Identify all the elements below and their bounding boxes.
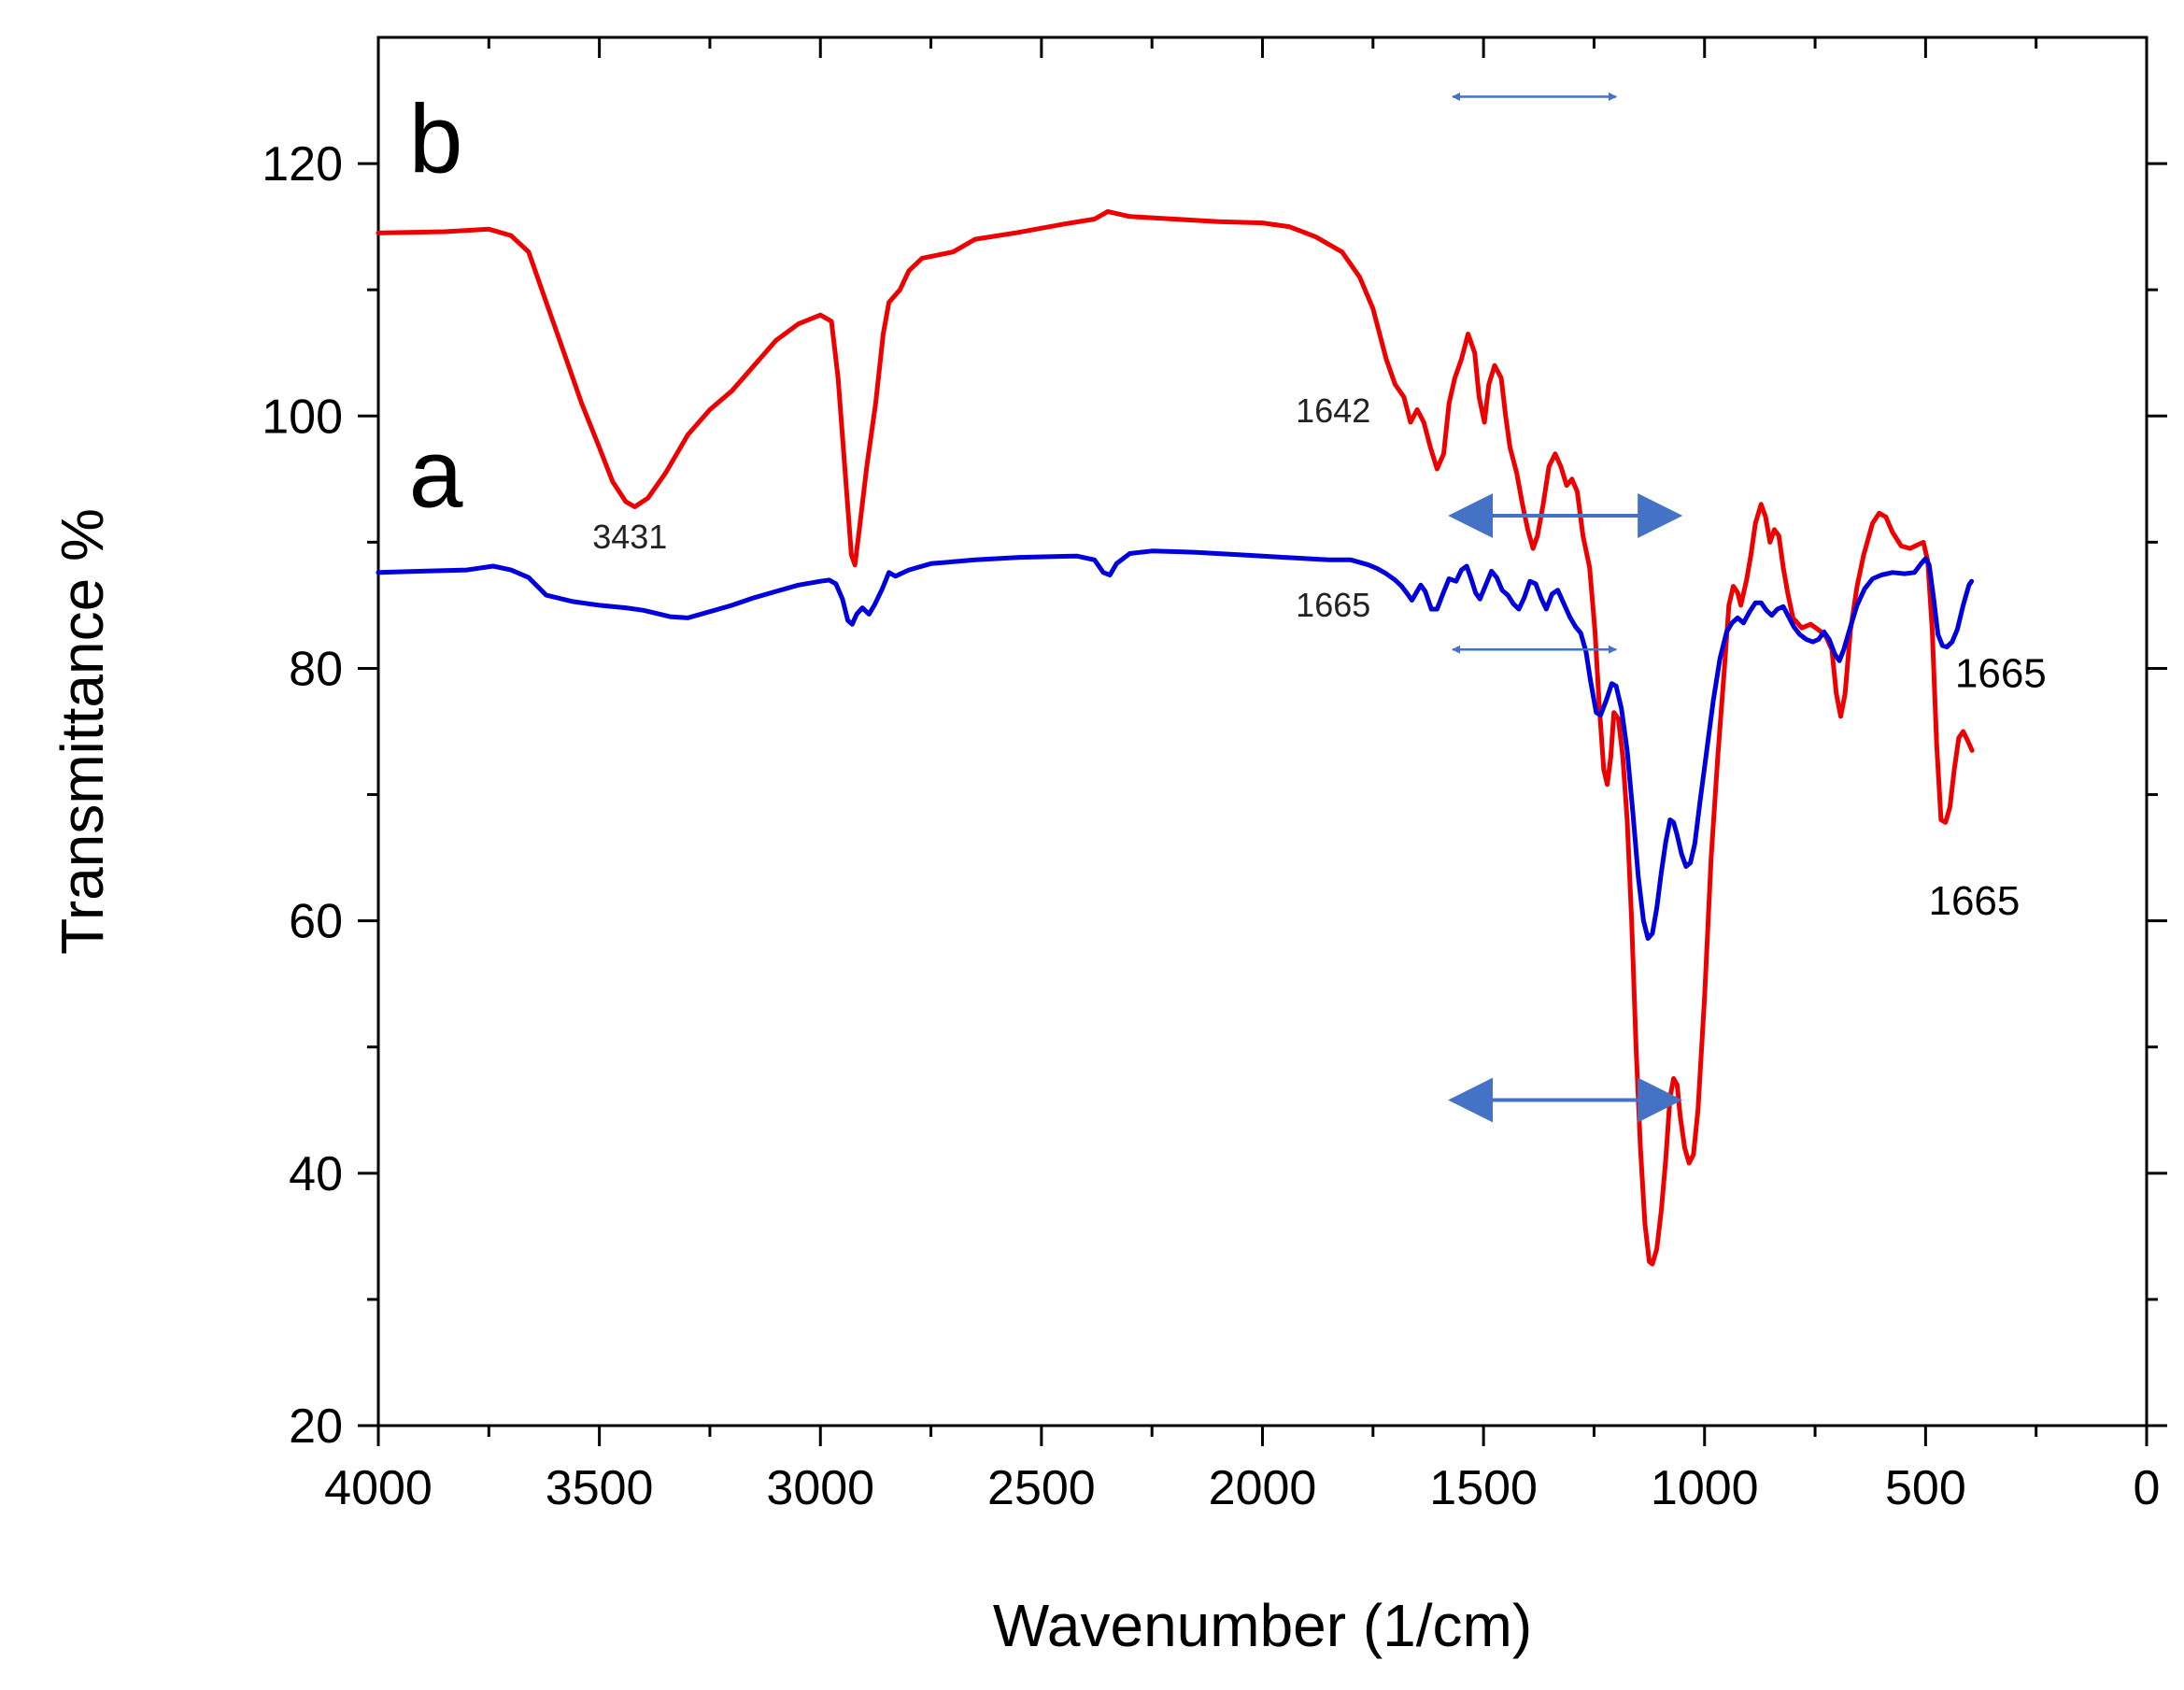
y-tick-label: 60 xyxy=(289,895,343,949)
x-tick-label: 2500 xyxy=(987,1461,1096,1515)
x-tick-label: 3500 xyxy=(546,1461,654,1515)
y-tick-label: 40 xyxy=(289,1147,343,1201)
x-axis-title: Wavenumber (1/cm) xyxy=(993,1592,1532,1659)
y-tick-label: 20 xyxy=(289,1399,343,1454)
series-label-a: a xyxy=(409,420,463,529)
y-tick-label: 100 xyxy=(262,390,343,444)
x-tick-label: 2000 xyxy=(1209,1461,1317,1515)
x-tick-label: 500 xyxy=(1885,1461,1966,1515)
x-tick-label: 1000 xyxy=(1651,1461,1759,1515)
series-label-b: b xyxy=(409,86,463,194)
y-axis-title: Transmittance % xyxy=(49,508,116,955)
peak-annotation: 3431 xyxy=(592,518,667,556)
y-tick-label: 120 xyxy=(262,137,343,192)
x-tick-label: 3000 xyxy=(766,1461,874,1515)
peak-annotation: 1642 xyxy=(1296,391,1370,430)
series-line-a xyxy=(376,548,1975,941)
peak-annotation: 1665 xyxy=(1296,586,1370,624)
plot-area: 4000 3500 3000 2500 2000 1500 1000 500 0 20 40 60 80… xyxy=(49,36,2167,1659)
y-tick-label: 80 xyxy=(289,642,343,696)
x-tick-label: 1500 xyxy=(1429,1461,1538,1515)
peak-annotation: 1665 xyxy=(1928,878,2020,924)
peak-annotation: 1665 xyxy=(1955,651,2047,697)
x-tick-label: 0 xyxy=(2134,1461,2161,1515)
x-tick-label: 4000 xyxy=(324,1461,433,1515)
